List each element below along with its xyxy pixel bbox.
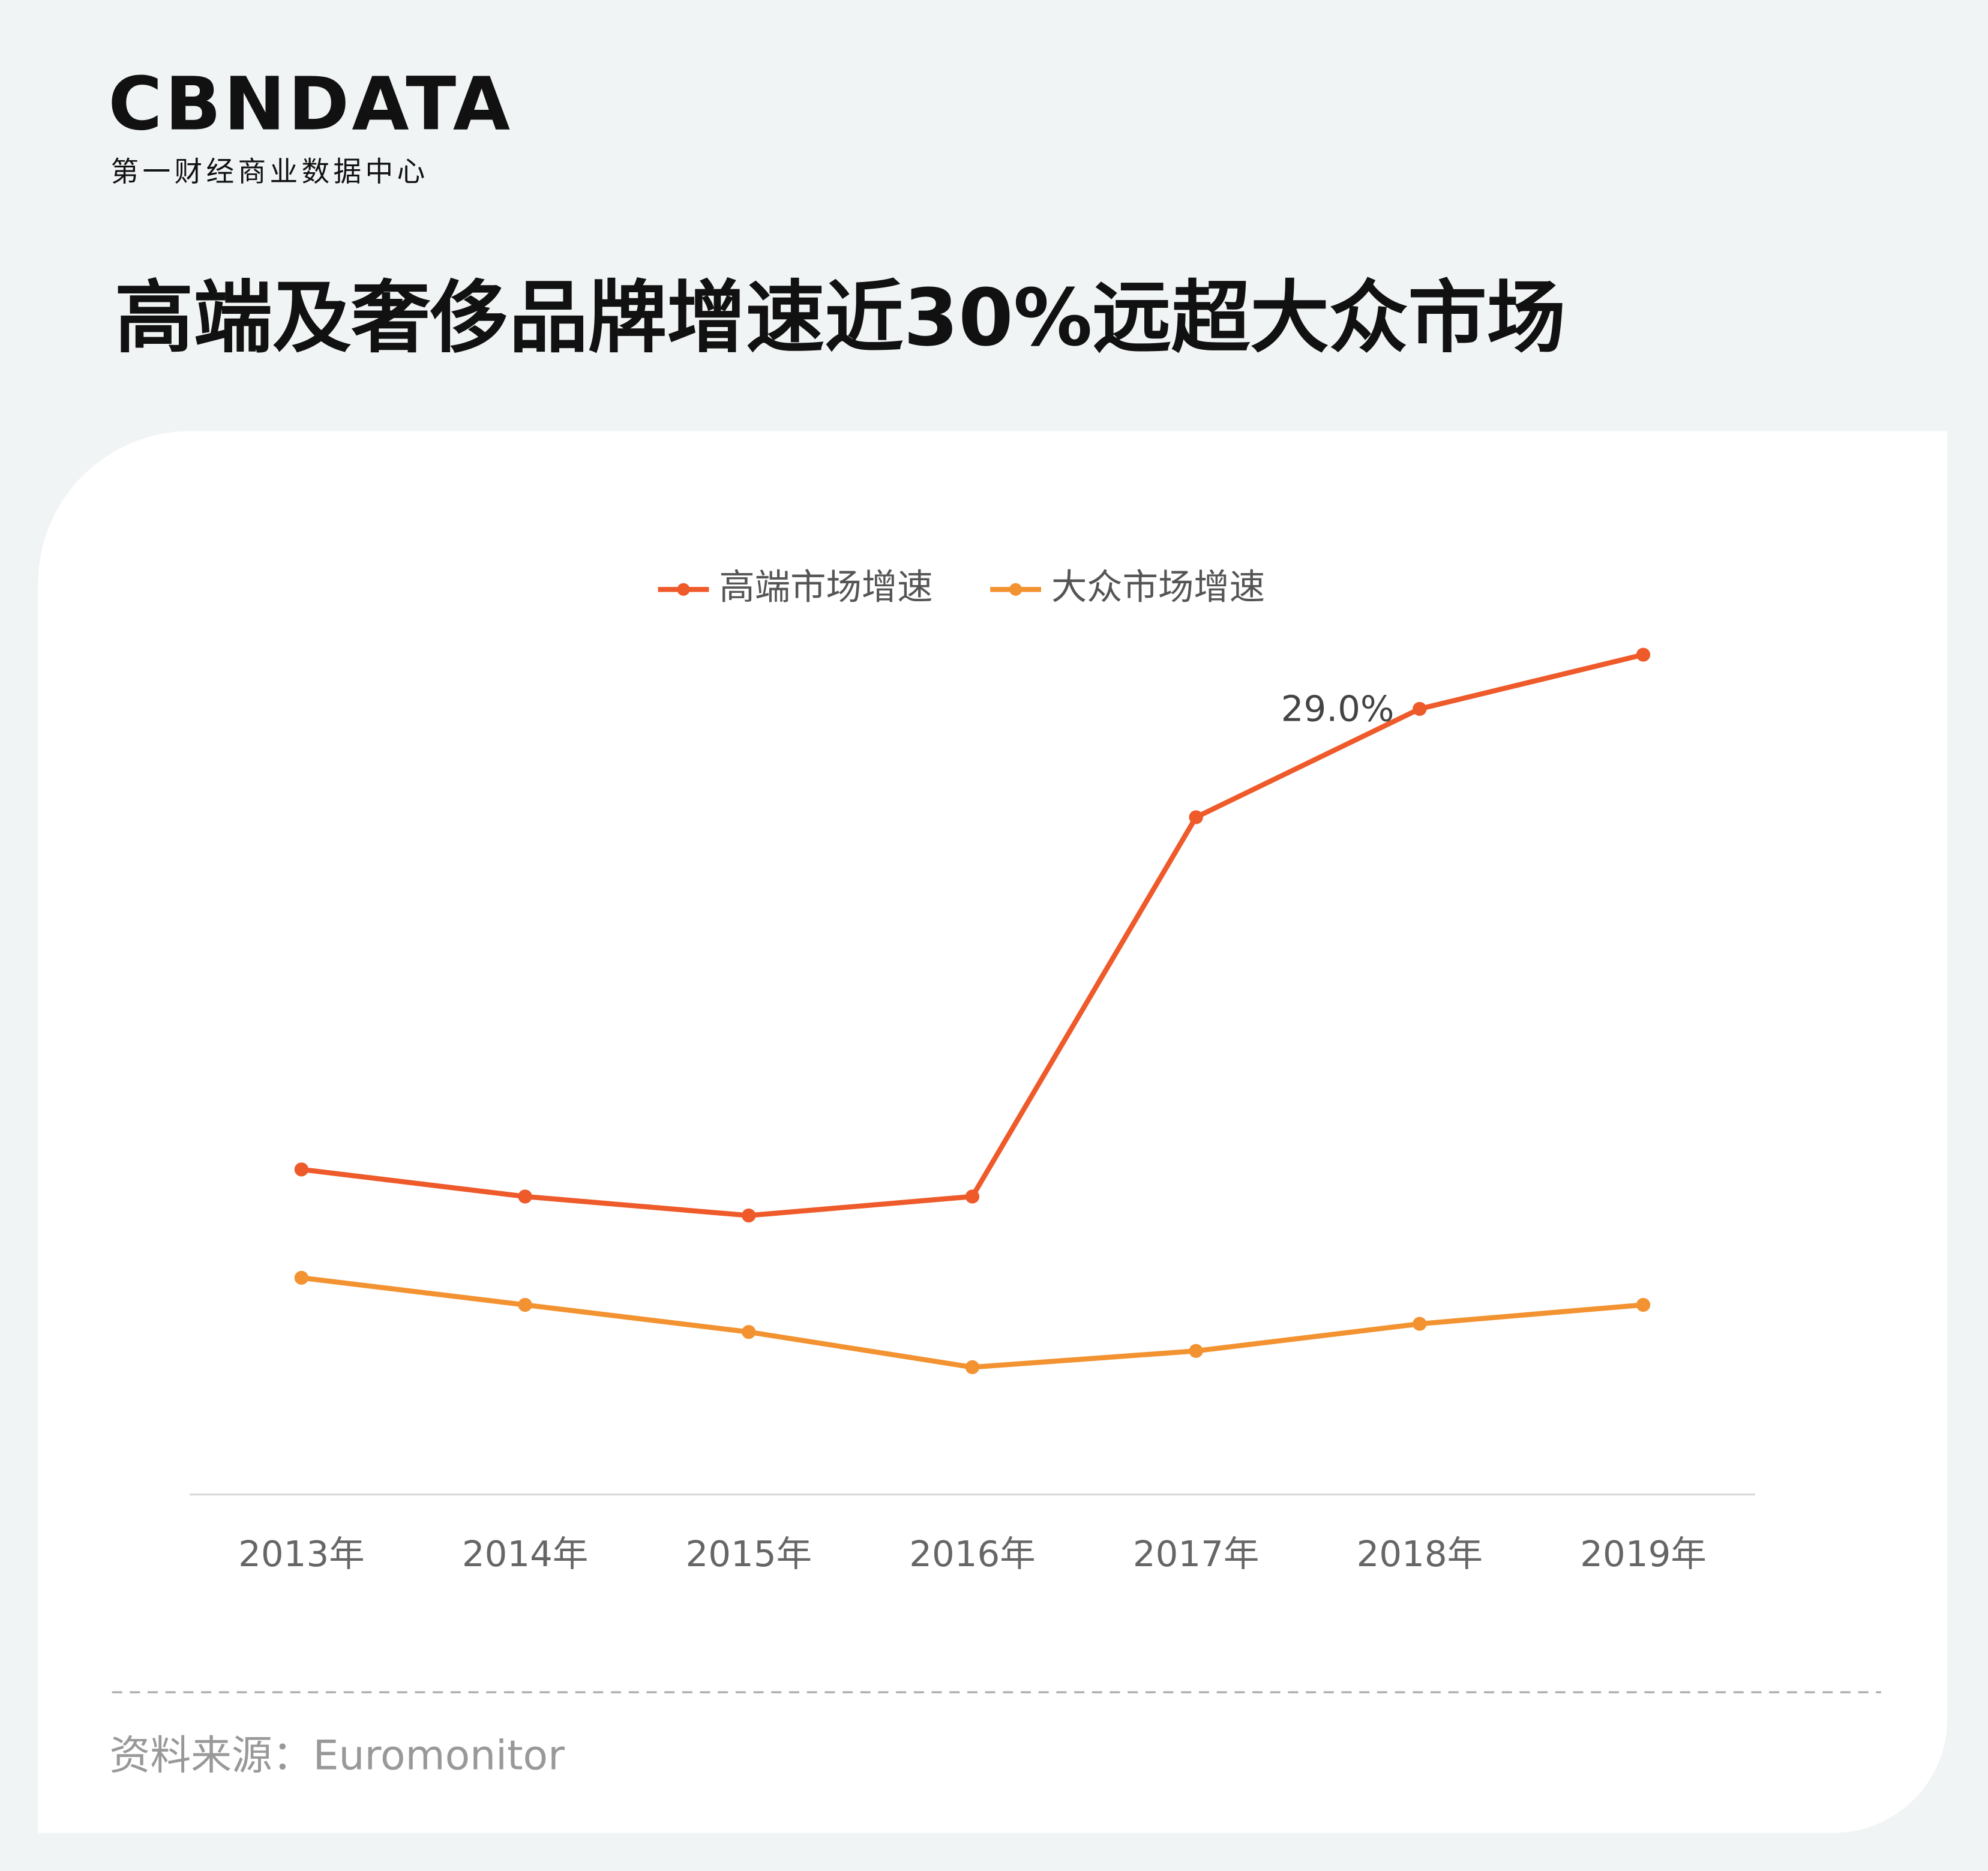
x-tick-label: 2015年 (686, 1533, 812, 1575)
data-point (1413, 1317, 1427, 1331)
data-point (518, 1189, 532, 1204)
data-point (518, 1297, 532, 1312)
data-point (965, 1360, 980, 1375)
logo: CBNDATA (108, 61, 512, 147)
legend-label: 大众市场增速 (1051, 566, 1265, 607)
data-point (742, 1208, 756, 1223)
x-tick-label: 2017年 (1133, 1533, 1259, 1575)
card (38, 431, 1948, 1833)
x-tick-label: 2014年 (462, 1533, 588, 1575)
x-tick-label: 2016年 (909, 1533, 1035, 1575)
legend-dot (677, 583, 690, 596)
data-point (1636, 1297, 1651, 1312)
data-point (742, 1325, 756, 1339)
legend-label: 高端市场增速 (719, 566, 932, 607)
data-point (294, 1162, 309, 1177)
x-tick-label: 2019年 (1580, 1533, 1706, 1575)
data-point (294, 1270, 309, 1285)
x-tick-label: 2013年 (238, 1533, 364, 1575)
data-point (965, 1189, 980, 1204)
data-point (1189, 810, 1203, 824)
legend-dot (1009, 583, 1023, 596)
logo-tagline: 第一财经商业数据中心 (111, 155, 429, 188)
data-point (1636, 647, 1651, 662)
source: 资料来源：Euromonitor (109, 1732, 565, 1779)
x-tick-label: 2018年 (1357, 1533, 1483, 1575)
data-point (1189, 1344, 1203, 1358)
chart-title: 高端及奢侈品牌增速近30%远超大众市场 (115, 272, 1566, 364)
data-point (1413, 701, 1427, 716)
data-label: 29.0% (1281, 688, 1395, 730)
